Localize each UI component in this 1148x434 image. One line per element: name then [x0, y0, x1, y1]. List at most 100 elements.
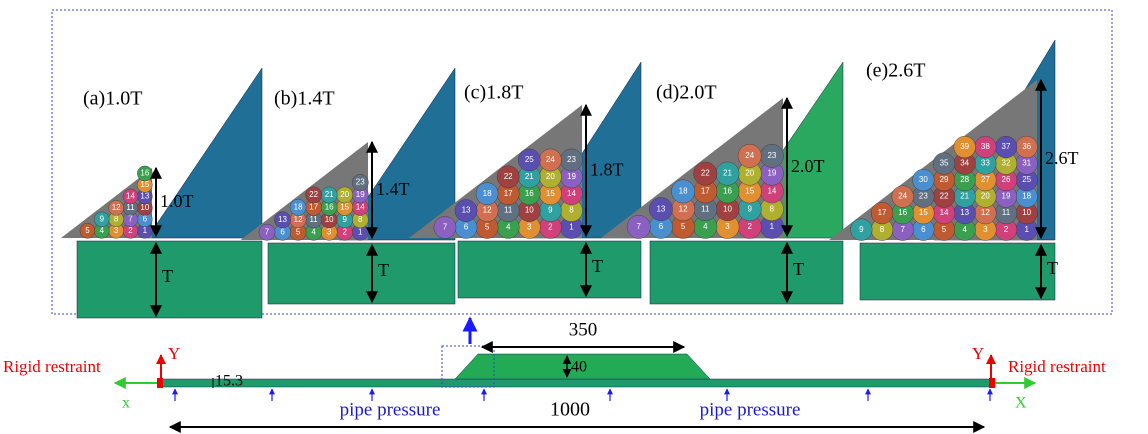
bead-number: 8: [358, 215, 363, 224]
bead-number: 1: [143, 226, 148, 235]
panel: 1234567891011121314151617181920212223(b)…: [241, 68, 455, 304]
bead-number: 21: [325, 190, 334, 199]
height-label: 1.8T: [590, 160, 624, 180]
bead-number: 2: [1004, 225, 1009, 234]
bead-number: 1: [770, 222, 775, 231]
thickness-label: T: [378, 260, 389, 280]
bead-number: 10: [723, 204, 732, 213]
bead-number: 2: [747, 222, 752, 231]
bead-number: 36: [1022, 142, 1031, 151]
bead-number: 20: [745, 169, 754, 178]
bead-number: 4: [703, 222, 708, 231]
bead-number: 12: [679, 204, 688, 213]
bead-number: 20: [981, 192, 990, 201]
bead-number: 6: [464, 223, 469, 232]
height-label: 2.0T: [791, 156, 825, 176]
bead-number: 22: [309, 190, 318, 199]
bead-number: 10: [525, 206, 534, 215]
bead-number: 3: [725, 222, 730, 231]
bead-number: 21: [525, 172, 534, 181]
panel: 12345678910111213141516(a)1.0T1.0TT: [61, 68, 262, 318]
bead-number: 10: [325, 215, 334, 224]
bead-number: 6: [143, 214, 148, 223]
bead-number: 23: [919, 192, 928, 201]
bead-number: 13: [656, 204, 665, 213]
plate: [458, 241, 641, 298]
bead-number: 14: [767, 186, 776, 195]
bead-number: 16: [325, 202, 334, 211]
bead-number: 24: [898, 192, 907, 201]
bead-number: 3: [527, 223, 532, 232]
bead-number: 4: [311, 227, 316, 236]
bead-number: 15: [745, 186, 754, 195]
plate: [650, 241, 843, 304]
panel-label: (e)2.6T: [866, 60, 925, 82]
bead-number: 13: [140, 192, 149, 201]
bead-number: 11: [309, 215, 318, 224]
bead-number: 8: [770, 204, 775, 213]
bead-number: 1: [358, 227, 363, 236]
bead-number: 1: [1024, 225, 1029, 234]
bead-number: 33: [981, 159, 990, 168]
bead-number: 19: [356, 190, 365, 199]
bead-number: 9: [859, 225, 864, 234]
bead-number: 24: [546, 155, 555, 164]
bead-number: 35: [940, 159, 949, 168]
bead-number: 19: [1002, 192, 1011, 201]
bead-number: 16: [898, 208, 907, 217]
restraint-label: Rigid restraint: [1008, 357, 1106, 376]
bead-number: 13: [462, 206, 471, 215]
bead-number: 16: [140, 169, 149, 178]
bead-number: 37: [1002, 142, 1011, 151]
bead-number: 7: [636, 222, 641, 231]
bead-number: 15: [340, 202, 349, 211]
bead-number: 15: [140, 180, 149, 189]
bead-number: 11: [504, 206, 513, 215]
bead-number: 16: [723, 186, 732, 195]
bead-number: 17: [701, 186, 710, 195]
panels: 12345678910111213141516(a)1.0T1.0TT12345…: [61, 40, 1079, 318]
bead-number: 18: [679, 186, 688, 195]
bead-number: 22: [504, 172, 513, 181]
axis-label: x: [122, 395, 130, 412]
bead-number: 18: [1022, 192, 1031, 201]
bead-number: 5: [296, 227, 301, 236]
panel: 1234567891011121314151617181920212223242…: [829, 40, 1079, 300]
bead-number: 13: [960, 208, 969, 217]
bead-number: 29: [940, 175, 949, 184]
bead-number: 20: [546, 172, 555, 181]
bead-number: 17: [309, 202, 318, 211]
plate: [860, 243, 1055, 300]
bead-number: 24: [745, 151, 754, 160]
bead-number: 8: [880, 225, 885, 234]
bead-number: 17: [878, 208, 887, 217]
dimension-label: 1000: [550, 399, 590, 421]
thickness-label: T: [1047, 258, 1058, 278]
panel-label: (d)2.0T: [656, 82, 717, 104]
bead-number: 5: [485, 223, 490, 232]
bead-number: 17: [504, 189, 513, 198]
bead-number: 20: [340, 190, 349, 199]
dimension-label: 40: [571, 359, 587, 376]
panel-label: (b)1.4T: [274, 88, 335, 110]
dimension-label: 15.3: [215, 373, 243, 390]
bead-number: 7: [900, 225, 905, 234]
bead-number: 2: [548, 223, 553, 232]
restraint: [157, 378, 163, 388]
bead-number: 9: [100, 214, 105, 223]
bead-number: 21: [723, 169, 732, 178]
bead-number: 28: [960, 175, 969, 184]
bead-number: 1: [569, 223, 574, 232]
bead-number: 26: [1002, 175, 1011, 184]
bead-number: 9: [747, 204, 752, 213]
bead-number: 23: [567, 155, 576, 164]
axis-label: Y: [972, 344, 984, 363]
bead-number: 22: [701, 169, 710, 178]
bead-number: 7: [128, 214, 133, 223]
panel-label: (c)1.8T: [464, 82, 523, 104]
bead-number: 12: [981, 208, 990, 217]
bead-number: 4: [506, 223, 511, 232]
pipe-wall: [158, 379, 995, 387]
bead-number: 14: [567, 189, 576, 198]
height-label: 1.4T: [376, 179, 410, 199]
